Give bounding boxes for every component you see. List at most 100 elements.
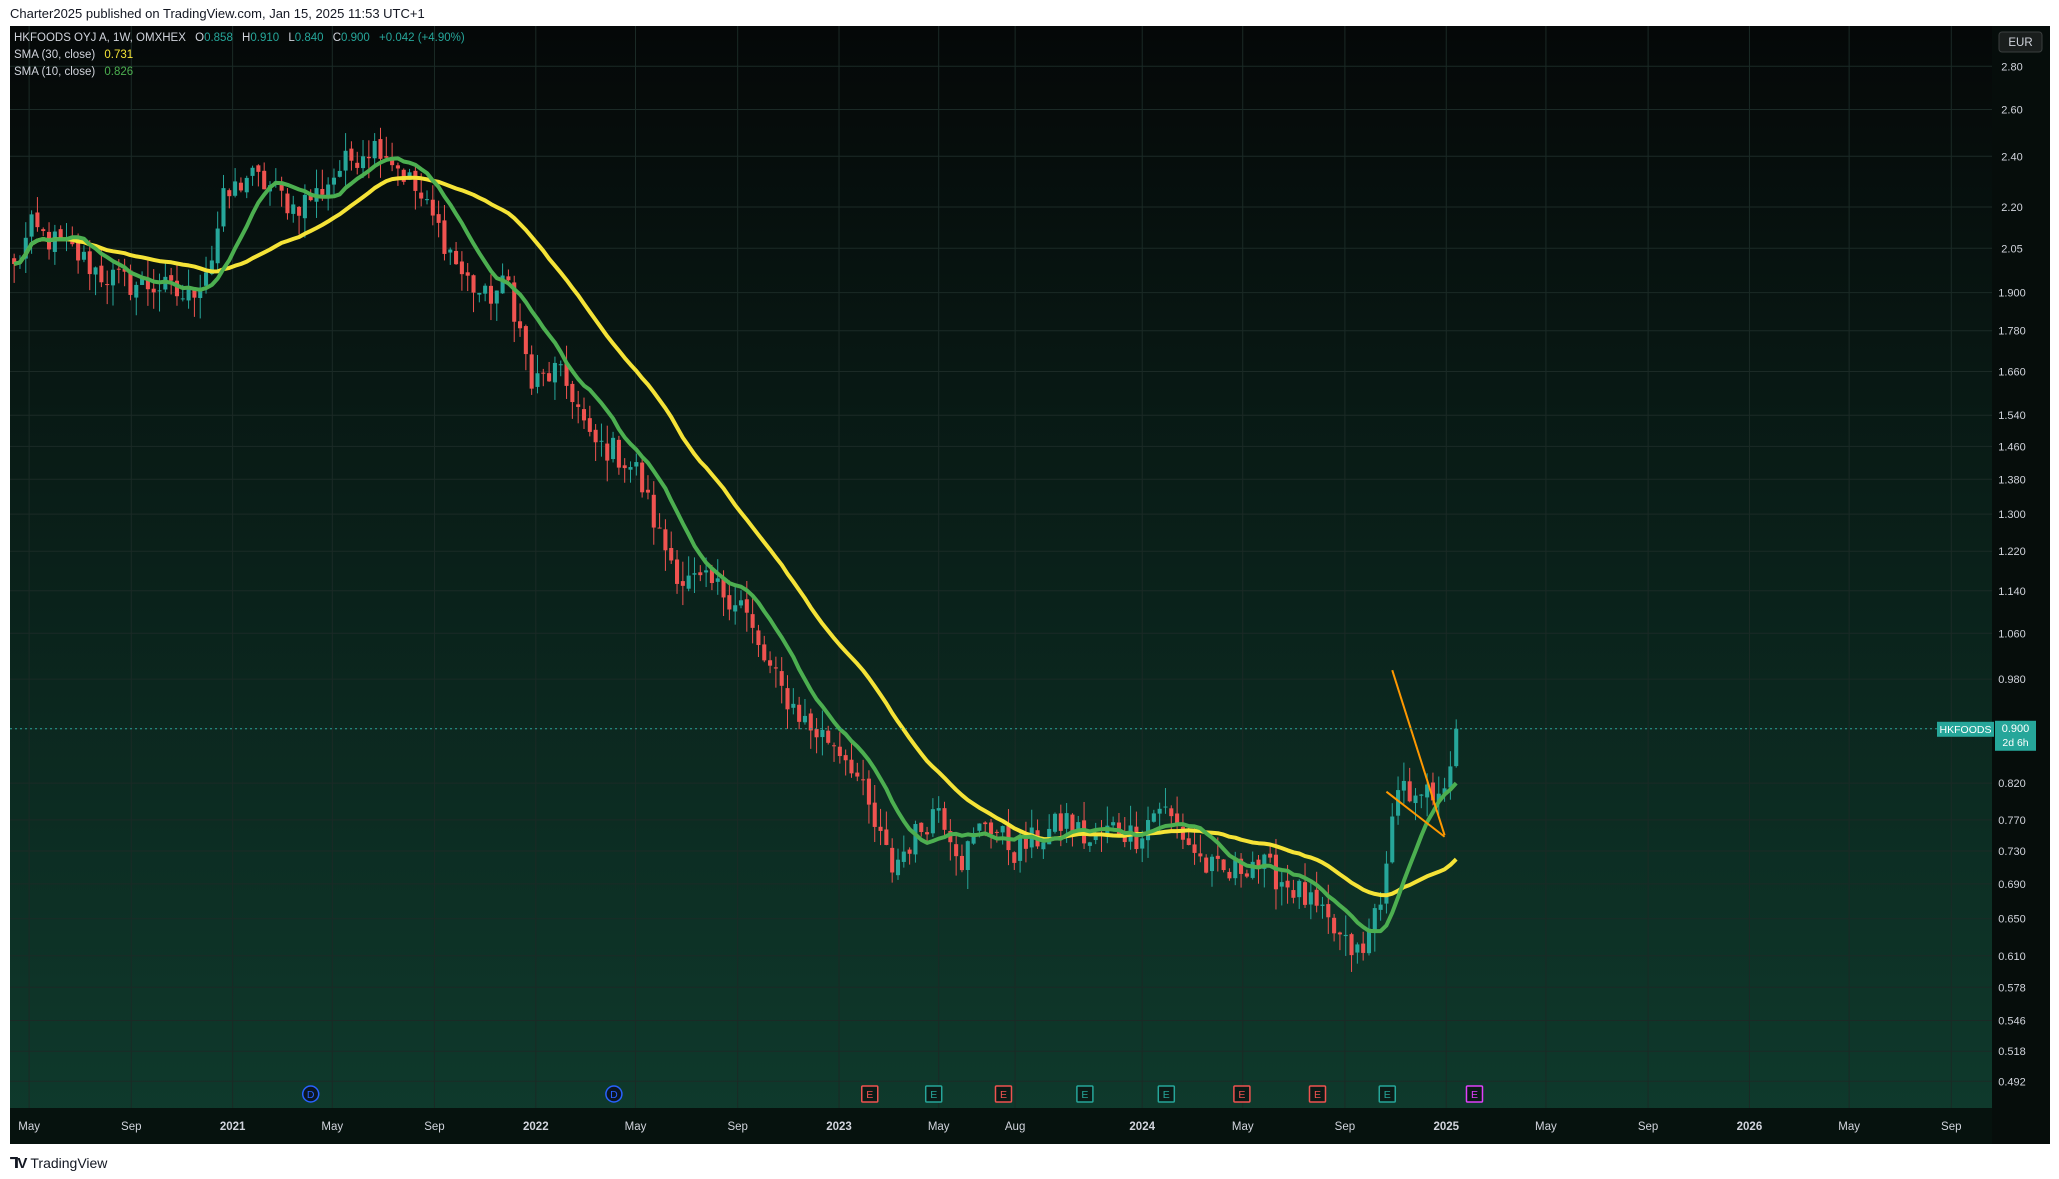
- candle: [936, 796, 941, 823]
- candle: [35, 197, 40, 232]
- earnings-marker[interactable]: E: [1233, 1085, 1251, 1103]
- event-marker-label: E: [1314, 1089, 1321, 1101]
- candle: [1332, 913, 1337, 942]
- earnings-marker[interactable]: E: [1378, 1085, 1397, 1103]
- candle: [488, 274, 493, 321]
- time-tick-label: May: [928, 1121, 950, 1133]
- candle: [52, 224, 57, 265]
- time-tick-label: Sep: [727, 1121, 747, 1133]
- candle: [831, 742, 837, 762]
- candle: [518, 303, 523, 337]
- legend-symbol-line[interactable]: HKFOODS OYJ A, 1W, OMXHEX O0.858 H0.910 …: [14, 32, 465, 44]
- candle: [145, 260, 150, 306]
- candle: [110, 260, 116, 306]
- candle: [430, 185, 435, 226]
- candle: [675, 550, 680, 594]
- candle: [442, 205, 447, 261]
- candle: [1262, 853, 1267, 888]
- legend-sma10-value: 0.826: [104, 66, 133, 78]
- candle: [361, 140, 366, 179]
- candle: [1302, 863, 1308, 908]
- price-chart[interactable]: D D E E E E E E E E E 2.80 2.60 2.40 2.20 2.05 1.900 1.7…: [10, 26, 2050, 1144]
- candle: [198, 274, 203, 319]
- candle: [1361, 931, 1366, 961]
- event-marker-label: E: [1471, 1089, 1478, 1101]
- legend-sma30[interactable]: SMA (30, close) 0.731: [14, 49, 133, 61]
- candle: [1419, 793, 1424, 809]
- candle: [1407, 767, 1412, 803]
- candle: [355, 151, 360, 175]
- candle: [1308, 879, 1313, 920]
- earnings-marker[interactable]: E: [1157, 1085, 1176, 1103]
- time-tick-label: May: [1232, 1121, 1254, 1133]
- candle: [570, 380, 575, 419]
- candle: [1163, 788, 1168, 814]
- falling-wedge-drawing[interactable]: [1385, 669, 1446, 838]
- earnings-marker[interactable]: E: [1076, 1085, 1094, 1103]
- currency-button[interactable]: EUR: [1998, 31, 2043, 53]
- event-marker-label: E: [1000, 1089, 1007, 1101]
- price-tick-label: 2.20: [2001, 202, 2022, 214]
- candle: [587, 405, 592, 437]
- candle: [448, 247, 453, 265]
- price-tick-label: 0.518: [1998, 1046, 2026, 1058]
- candle: [895, 848, 901, 880]
- time-axis-panel[interactable]: [10, 1108, 1992, 1144]
- candle: [861, 759, 866, 796]
- candle: [1239, 853, 1244, 888]
- price-tick-label: 2.80: [2001, 61, 2022, 73]
- candle: [227, 188, 232, 209]
- candle: [948, 819, 953, 861]
- candle: [1012, 851, 1017, 870]
- candle: [849, 740, 854, 778]
- candles: [12, 127, 1459, 972]
- price-tick-label: 0.492: [1998, 1076, 2026, 1088]
- price-tick-label: 0.650: [1998, 914, 2026, 926]
- earnings-marker[interactable]: E: [1308, 1085, 1327, 1103]
- candle: [552, 356, 557, 400]
- tradingview-logo-icon: ⅂V: [10, 1155, 27, 1172]
- legend-c-label: C: [333, 32, 341, 44]
- legend-sma30-value: 0.731: [104, 49, 133, 61]
- candle: [1279, 870, 1284, 906]
- candle: [1436, 776, 1441, 816]
- candle: [93, 266, 98, 296]
- candle: [634, 453, 639, 476]
- candle: [878, 808, 883, 846]
- candle: [791, 688, 796, 715]
- earnings-marker[interactable]: E: [861, 1085, 879, 1103]
- dividend-marker[interactable]: D: [301, 1085, 320, 1103]
- legend-sma10[interactable]: SMA (10, close) 0.826: [14, 66, 133, 78]
- candle: [738, 590, 744, 609]
- earnings-marker[interactable]: E: [1465, 1085, 1484, 1103]
- candle: [599, 423, 604, 457]
- candle: [134, 281, 139, 316]
- candle: [768, 651, 773, 674]
- price-tick-label: 0.578: [1998, 982, 2026, 994]
- legend-title: HKFOODS OYJ A, 1W, OMXHEX: [14, 32, 186, 44]
- time-tick-label: Sep: [121, 1121, 141, 1133]
- candle: [826, 725, 831, 745]
- earnings-marker[interactable]: E: [994, 1085, 1013, 1103]
- candle: [413, 164, 418, 210]
- candle: [523, 324, 528, 371]
- earnings-marker[interactable]: E: [924, 1085, 943, 1103]
- tradingview-logo-text: TradingView: [30, 1155, 108, 1171]
- candle: [244, 175, 249, 199]
- wedge-trendline[interactable]: [1391, 669, 1446, 836]
- price-axis-panel[interactable]: [1992, 26, 2050, 1144]
- legend-sma30-label: SMA (30, close): [14, 49, 95, 61]
- wedge-trendline[interactable]: [1385, 790, 1446, 838]
- candle: [23, 222, 28, 274]
- candle: [1273, 838, 1278, 910]
- candle: [1297, 879, 1302, 909]
- chart-legend[interactable]: HKFOODS OYJ A, 1W, OMXHEX O0.858 H0.910 …: [14, 32, 465, 78]
- candle: [454, 241, 459, 265]
- dividend-marker[interactable]: D: [605, 1085, 623, 1103]
- candle: [378, 127, 383, 178]
- candle: [802, 699, 807, 725]
- candle: [564, 345, 569, 399]
- price-tick-label: 0.610: [1998, 951, 2026, 963]
- candle: [872, 784, 877, 843]
